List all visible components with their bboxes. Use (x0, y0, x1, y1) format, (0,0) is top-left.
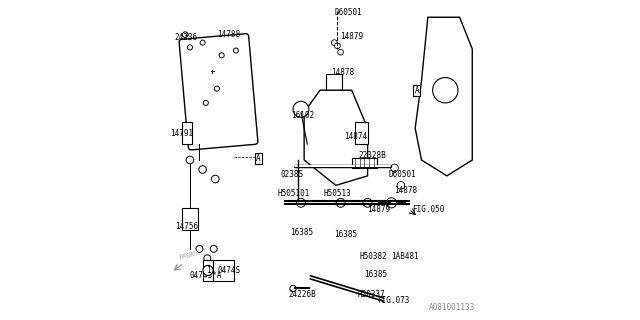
Text: 14878: 14878 (394, 186, 418, 195)
FancyBboxPatch shape (203, 260, 234, 281)
Circle shape (391, 164, 398, 172)
Circle shape (186, 156, 194, 164)
Text: 16385: 16385 (290, 228, 313, 237)
Text: H50513: H50513 (323, 189, 351, 198)
Text: 16102: 16102 (291, 111, 314, 120)
Circle shape (204, 100, 209, 105)
Text: 14879: 14879 (340, 32, 364, 41)
Text: 0474S*A: 0474S*A (190, 271, 222, 280)
Text: 24226B: 24226B (288, 290, 316, 299)
Circle shape (338, 49, 344, 55)
Polygon shape (304, 90, 367, 185)
Text: D60501: D60501 (388, 170, 416, 179)
Circle shape (200, 40, 205, 45)
Circle shape (293, 101, 309, 117)
Circle shape (363, 198, 372, 207)
Text: H505101: H505101 (277, 189, 310, 198)
Circle shape (335, 43, 340, 49)
Polygon shape (355, 122, 367, 144)
Circle shape (182, 32, 188, 37)
Circle shape (290, 285, 296, 292)
Text: 0474S: 0474S (217, 266, 241, 275)
Text: A: A (256, 154, 260, 163)
Circle shape (387, 198, 396, 208)
Circle shape (296, 198, 305, 207)
Circle shape (397, 181, 404, 189)
Polygon shape (326, 74, 342, 90)
Text: H50382: H50382 (360, 252, 387, 261)
Circle shape (219, 53, 224, 58)
Text: 14874: 14874 (344, 132, 367, 141)
Text: 14791: 14791 (170, 129, 193, 138)
Text: H50337: H50337 (357, 290, 385, 299)
Circle shape (214, 86, 220, 91)
Circle shape (211, 175, 219, 183)
Circle shape (433, 77, 458, 103)
Text: FIG.073: FIG.073 (377, 296, 410, 305)
Circle shape (196, 245, 203, 252)
Text: 1AB481: 1AB481 (392, 252, 419, 261)
FancyBboxPatch shape (179, 34, 258, 150)
Text: 14879: 14879 (367, 205, 390, 214)
Circle shape (203, 265, 213, 276)
Circle shape (188, 45, 193, 50)
Polygon shape (352, 158, 377, 168)
Circle shape (204, 255, 211, 262)
Text: FIG.050: FIG.050 (412, 205, 444, 214)
Text: FRONT: FRONT (179, 250, 201, 261)
Text: A081001133: A081001133 (429, 303, 476, 312)
Circle shape (336, 198, 345, 207)
Text: A: A (415, 86, 419, 95)
Text: 16385: 16385 (364, 270, 388, 279)
Polygon shape (182, 122, 191, 144)
Circle shape (199, 166, 207, 173)
Circle shape (234, 48, 239, 53)
Text: 14878: 14878 (331, 68, 354, 77)
Text: 22328B: 22328B (358, 151, 386, 160)
Text: 0238S: 0238S (280, 170, 303, 179)
Text: D60501: D60501 (334, 8, 362, 17)
PathPatch shape (415, 17, 472, 176)
Polygon shape (182, 208, 198, 230)
Circle shape (211, 245, 217, 252)
Text: 14788: 14788 (217, 30, 240, 39)
Text: 1: 1 (205, 266, 211, 275)
Circle shape (332, 40, 337, 45)
Text: 16385: 16385 (334, 230, 357, 239)
Text: 14756: 14756 (175, 222, 198, 231)
Text: 24236: 24236 (174, 33, 197, 42)
